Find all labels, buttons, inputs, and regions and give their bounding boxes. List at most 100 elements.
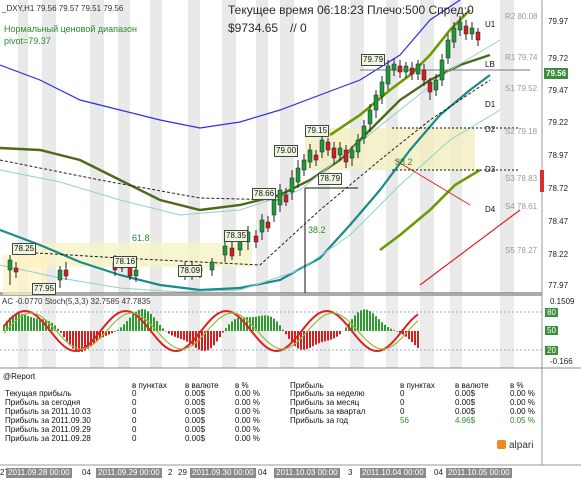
time-tick: 2011.09.28 00:00	[6, 468, 72, 478]
candle	[349, 146, 355, 166]
time-tick: 27	[0, 468, 9, 477]
range-label: Нормальный ценовой диапазон	[4, 24, 137, 34]
report-cell: 0.00 %	[235, 434, 260, 443]
report-cell: 0.00 %	[235, 389, 260, 398]
osc-tick: -0.166	[550, 357, 573, 366]
candle	[229, 242, 235, 260]
trend-line	[19, 79, 491, 266]
report-cell: 0.00$	[455, 398, 476, 407]
report-cell: Прибыль за 2011.09.30	[5, 416, 91, 425]
report-cell: Прибыль за 2011.10.03	[5, 407, 91, 416]
candle	[319, 135, 325, 158]
candle	[222, 240, 228, 262]
candle	[469, 22, 475, 40]
report-cell: 0	[400, 389, 405, 398]
report-cell: 0.00 %	[235, 425, 260, 434]
candle	[63, 262, 69, 280]
pivot-s1: S1 79.52	[505, 84, 538, 93]
report-cell: 0.00 %	[510, 389, 535, 398]
fib-label: 61.8	[132, 233, 150, 243]
osc-tick: 0.1509	[550, 297, 575, 306]
price-tick: 78.97	[548, 151, 569, 160]
report-title: @Report	[3, 372, 36, 381]
price-box: 78.35	[224, 230, 249, 242]
price-box: 77.95	[32, 283, 57, 295]
time-tick: 3	[348, 468, 353, 477]
current-price-marker: 79.56	[544, 68, 569, 79]
report-cell: 0.00$	[455, 407, 476, 416]
price-box: 79.00	[274, 145, 299, 157]
price-tick: 78.72	[548, 184, 569, 193]
candle	[355, 134, 361, 158]
light-teal-line	[0, 39, 501, 216]
candle	[277, 184, 283, 212]
time-tick: 04	[434, 468, 443, 477]
pivot-r2: R2 80.08	[505, 12, 538, 21]
price-tick: 78.22	[548, 250, 569, 259]
candle	[307, 144, 313, 168]
candle	[133, 266, 139, 282]
price-tick: 77.97	[548, 281, 569, 290]
candle	[403, 62, 409, 78]
report-header: в пунктах	[132, 381, 167, 390]
candle	[409, 62, 415, 80]
red-line	[419, 209, 521, 286]
candle	[445, 34, 451, 64]
price-box: 78.16	[113, 256, 138, 268]
candle	[457, 16, 463, 36]
time-tick: 2011.09.29 00:00	[96, 468, 162, 478]
fib-label: 38.2	[395, 157, 413, 167]
time-tick: 04	[258, 468, 267, 477]
report-cell: 0.00$	[185, 416, 206, 425]
report-cell: 0.00$	[185, 434, 206, 443]
candle	[13, 262, 19, 278]
level-d3: D3	[485, 165, 496, 174]
report-cell: 0.05 %	[510, 416, 535, 425]
price-marker-red	[540, 170, 544, 192]
report-cell: Прибыль за квартал	[290, 407, 366, 416]
equity-suffix: // 0	[290, 21, 307, 35]
price-tick: 79.22	[548, 118, 569, 127]
candle	[301, 154, 307, 176]
time-tick: 2011.10.04 00:00	[360, 468, 426, 478]
candle	[253, 230, 259, 248]
price-box: 78.09	[178, 265, 203, 277]
report-cell: 0	[132, 398, 137, 407]
candle	[373, 90, 379, 118]
price-tick: 79.47	[548, 86, 569, 95]
osc-tick: 50	[545, 326, 558, 335]
report-cell: 56	[400, 416, 409, 425]
candle	[337, 142, 343, 160]
time-tick: 2011.10.05 00:00	[446, 468, 512, 478]
candle	[451, 22, 457, 48]
report-cell: Прибыль за 2011.09.28	[5, 434, 91, 443]
report-cell: 0.00 %	[235, 407, 260, 416]
trend-line	[0, 159, 281, 201]
candle	[415, 60, 421, 80]
overlay-time-line: Текущее время 06:18:23 Плечо:500 Спред:0	[228, 3, 474, 17]
candle	[7, 255, 13, 285]
candle	[391, 58, 397, 76]
candle	[367, 104, 373, 132]
report-cell: 0.00$	[185, 407, 206, 416]
candle	[289, 170, 295, 200]
time-tick: 04	[82, 468, 91, 477]
report-header: в валюте	[185, 381, 219, 390]
stochastic-main-line	[3, 309, 419, 352]
candle	[439, 54, 445, 86]
candle	[259, 214, 265, 240]
candle	[313, 150, 319, 166]
candle	[361, 120, 367, 144]
time-tick: 2011.10.03 00:00	[274, 468, 340, 478]
price-box: 78.66	[252, 188, 277, 200]
report-cell: 0.00$	[455, 389, 476, 398]
report-cell: Прибыль за неделю	[290, 389, 365, 398]
price-box: 78.79	[318, 173, 343, 185]
candle	[57, 266, 63, 288]
report-cell: 0	[132, 425, 137, 434]
report-cell: 0	[400, 407, 405, 416]
report-cell: 0	[132, 389, 137, 398]
stochastic-signal-line	[3, 312, 419, 350]
report-cell: 4.96$	[455, 416, 476, 425]
